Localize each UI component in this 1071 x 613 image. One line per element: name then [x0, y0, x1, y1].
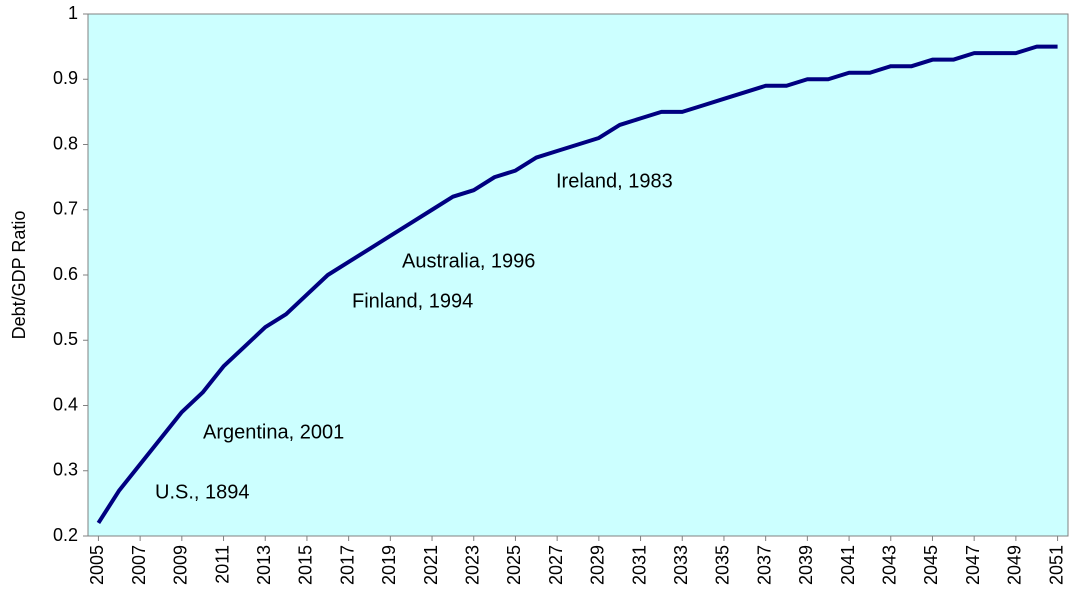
- y-tick-label: 0.2: [53, 525, 78, 545]
- x-tick-label: 2021: [421, 545, 441, 585]
- x-tick-label: 2039: [796, 545, 816, 585]
- x-tick-label: 2009: [171, 545, 191, 585]
- x-tick-label: 2041: [838, 545, 858, 585]
- annotation: Ireland, 1983: [556, 170, 673, 192]
- y-tick-label: 1: [68, 3, 78, 23]
- annotation: Finland, 1994: [352, 290, 473, 312]
- x-tick-label: 2007: [129, 545, 149, 585]
- x-tick-label: 2031: [629, 545, 649, 585]
- x-tick-label: 2011: [212, 545, 232, 584]
- y-tick-label: 0.7: [53, 199, 78, 219]
- annotation: Australia, 1996: [402, 250, 535, 272]
- x-tick-label: 2037: [754, 545, 774, 585]
- x-tick-label: 2019: [379, 545, 399, 585]
- x-tick-label: 2015: [296, 545, 316, 585]
- y-tick-label: 0.8: [53, 133, 78, 153]
- x-tick-label: 2013: [254, 545, 274, 585]
- plot-area: [87, 13, 1069, 537]
- x-tick-label: 2047: [963, 545, 983, 585]
- x-tick-label: 2017: [337, 545, 357, 585]
- x-tick-label: 2027: [546, 545, 566, 585]
- x-tick-label: 2025: [504, 545, 524, 585]
- annotation: U.S., 1894: [155, 481, 250, 503]
- x-tick-label: 2005: [87, 545, 107, 585]
- y-axis-title: Debt/GDP Ratio: [9, 211, 29, 340]
- x-tick-label: 2023: [462, 545, 482, 585]
- x-tick-label: 2035: [713, 545, 733, 585]
- x-tick-label: 2029: [588, 545, 608, 585]
- data-line: [96, 44, 1058, 525]
- y-tick-label: 0.6: [53, 264, 78, 284]
- y-tick-label: 0.5: [53, 329, 78, 349]
- x-tick-label: 2033: [671, 545, 691, 585]
- x-tick-label: 2049: [1005, 545, 1025, 585]
- x-tick-label: 2045: [921, 545, 941, 585]
- x-tick-label: 2051: [1046, 545, 1066, 585]
- annotation: Argentina, 2001: [203, 421, 344, 443]
- x-tick-label: 2043: [880, 545, 900, 585]
- y-tick-label: 0.9: [53, 68, 78, 88]
- y-tick-label: 0.3: [53, 460, 78, 480]
- y-tick-label: 0.4: [53, 394, 78, 414]
